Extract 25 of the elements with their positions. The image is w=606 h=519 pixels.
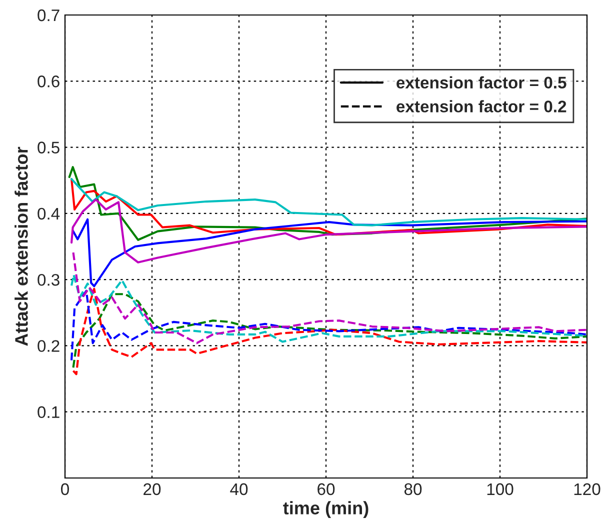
x-tick-label: 0	[61, 483, 69, 496]
line-series	[70, 198, 587, 264]
line-series	[68, 166, 587, 241]
y-tick-label: 0.7	[38, 9, 60, 22]
annotation: extension factor = 0.2	[396, 100, 566, 112]
x-tick-label: 100	[487, 483, 514, 496]
y-tick-label: 0.5	[38, 142, 60, 154]
line-series	[72, 251, 587, 344]
x-tick-label: 80	[404, 483, 422, 496]
x-axis-title: time (min)	[283, 501, 368, 518]
x-tick-label: 60	[318, 483, 335, 496]
x-tick-label: 120	[574, 483, 600, 496]
x-tick-label: 20	[144, 483, 161, 496]
y-tick-label: 0.3	[38, 274, 60, 286]
x-tick-label: 40	[230, 483, 248, 496]
y-tick-label: 0.4	[38, 208, 60, 220]
line-series	[70, 178, 587, 226]
y-tick-label: 0.2	[38, 340, 60, 352]
line-series	[72, 218, 587, 288]
annotation: extension factor = 0.5	[396, 76, 566, 89]
y-tick-label: 0.1	[38, 406, 60, 418]
line-series	[70, 274, 587, 343]
y-tick-label: 0.6	[38, 76, 60, 88]
y-axis-title: Attack extension factor	[14, 146, 28, 346]
line-series	[70, 178, 587, 236]
